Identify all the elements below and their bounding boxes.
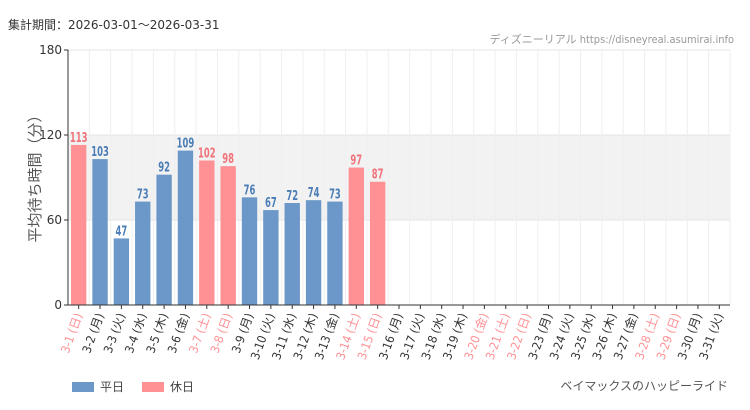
grid xyxy=(67,49,731,306)
data-label: 73 xyxy=(329,186,341,202)
data-label: 92 xyxy=(158,159,170,175)
data-label: 47 xyxy=(116,223,128,239)
source-label: ディズニーリアル https://disneyreal.asumirai.inf… xyxy=(489,33,734,46)
data-label: 74 xyxy=(308,185,320,201)
data-label: 87 xyxy=(372,166,384,182)
bar xyxy=(199,160,215,305)
data-label: 102 xyxy=(198,145,216,161)
legend-swatch-holiday xyxy=(142,381,165,392)
bar xyxy=(263,210,279,305)
data-label: 109 xyxy=(177,135,195,151)
bar xyxy=(348,167,364,305)
data-label: 113 xyxy=(70,129,88,145)
bar xyxy=(113,238,130,305)
legend-item-weekday: 平日 xyxy=(72,378,124,395)
data-label: 67 xyxy=(265,194,277,210)
bar xyxy=(220,166,236,305)
period-label: 集計期間：2026-03-01〜2026-03-31 xyxy=(8,18,220,32)
legend-item-holiday: 休日 xyxy=(142,378,194,395)
legend-swatch-weekday xyxy=(72,381,94,392)
legend: 平日 休日 xyxy=(72,378,212,395)
y-tick-labels: 0 60 120 180 xyxy=(39,43,62,312)
bar xyxy=(369,181,386,305)
data-label: 103 xyxy=(91,143,109,159)
bar xyxy=(70,144,87,305)
bar xyxy=(327,201,343,305)
bar xyxy=(241,197,258,305)
x-tick-labels: 3-1 (日)3-2 (月)3-3 (火)3-4 (水)3-5 (木)3-6 (… xyxy=(58,311,726,362)
legend-label-holiday: 休日 xyxy=(170,380,195,394)
data-label: 98 xyxy=(222,151,234,167)
data-label: 97 xyxy=(350,152,362,168)
data-label: 73 xyxy=(137,186,149,202)
bar xyxy=(92,159,108,305)
y-tick-label: 0 xyxy=(54,298,62,312)
bar xyxy=(177,150,194,305)
bar xyxy=(284,203,300,305)
bar-series xyxy=(70,144,386,305)
bar xyxy=(135,201,151,305)
bar xyxy=(305,200,322,305)
data-label: 72 xyxy=(286,187,298,203)
legend-label-weekday: 平日 xyxy=(100,380,125,394)
axes xyxy=(64,49,730,309)
y-tick-label: 120 xyxy=(39,128,62,142)
y-tick-label: 180 xyxy=(39,43,62,57)
bar xyxy=(156,174,172,305)
y-tick-label: 60 xyxy=(47,213,62,227)
attraction-name: ベイマックスのハッピーライド xyxy=(560,379,728,393)
data-label: 76 xyxy=(244,182,256,198)
y-axis-label: 平均待ち時間（分） xyxy=(26,107,44,242)
